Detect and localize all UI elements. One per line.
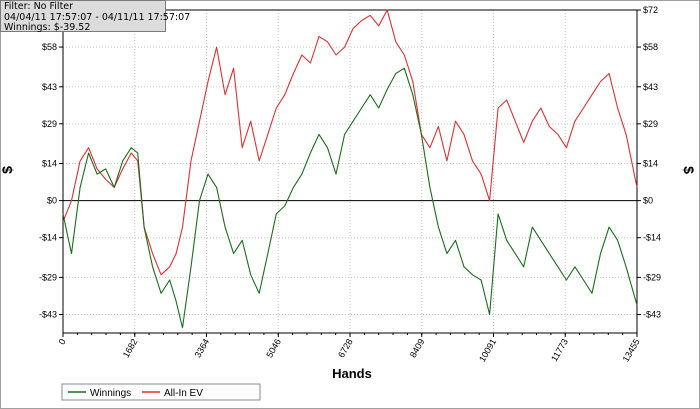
y-tick-label-right: $72 — [643, 5, 658, 15]
y-tick-label-right: -$43 — [643, 309, 661, 319]
y-tick-label-right: -$29 — [643, 272, 661, 282]
series-layer — [62, 9, 638, 329]
legend-label-all-in-ev: All-In EV — [164, 388, 203, 399]
y-tick-label-right: $29 — [643, 119, 658, 129]
legend-label-winnings: Winnings — [90, 388, 131, 399]
legend: Winnings All-In EV — [61, 383, 261, 401]
y-tick-label-right: -$14 — [643, 233, 661, 243]
y-tick-label-right: $0 — [643, 196, 653, 206]
x-axis-title: Hands — [332, 366, 372, 381]
y-tick-label-right: $43 — [643, 82, 658, 92]
y-tick-label-right: $58 — [643, 42, 658, 52]
legend-box — [61, 383, 261, 401]
y-tick-label-left: $58 — [42, 42, 57, 52]
y-axis-title-right: $ — [681, 166, 697, 174]
y-tick-label-left: $0 — [47, 196, 57, 206]
date-range-text: 04/04/11 17:57:07 - 04/11/11 17:57:07 — [4, 11, 191, 23]
winnings-text: Winnings: $-39.52 — [4, 22, 91, 33]
filter-text: Filter: No Filter — [4, 1, 74, 12]
y-tick-label-right: $14 — [643, 159, 658, 169]
y-tick-label-left: $14 — [42, 159, 57, 169]
y-tick-label-left: -$43 — [39, 309, 57, 319]
y-tick-label-left: -$14 — [39, 233, 57, 243]
y-axis-title-left: $ — [0, 166, 15, 174]
y-tick-label-left: $43 — [42, 82, 57, 92]
series-line-all-in-ev — [62, 9, 638, 276]
x-tick-label: 0 — [57, 337, 68, 346]
series-line-winnings — [62, 67, 638, 329]
filter-info-box: Filter: No Filter 04/04/11 17:57:07 - 04… — [0, 0, 191, 33]
y-tick-label-left: -$29 — [39, 272, 57, 282]
y-tick-label-left: $29 — [42, 119, 57, 129]
